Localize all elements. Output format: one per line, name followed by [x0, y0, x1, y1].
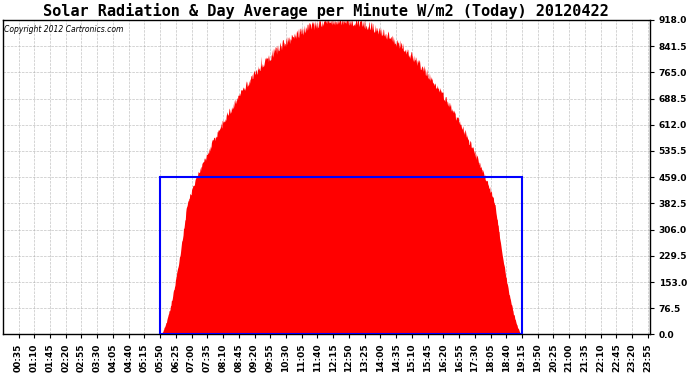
Text: Copyright 2012 Cartronics.com: Copyright 2012 Cartronics.com	[4, 25, 124, 34]
Bar	[160, 177, 522, 334]
Title: Solar Radiation & Day Average per Minute W/m2 (Today) 20120422: Solar Radiation & Day Average per Minute…	[43, 3, 609, 19]
